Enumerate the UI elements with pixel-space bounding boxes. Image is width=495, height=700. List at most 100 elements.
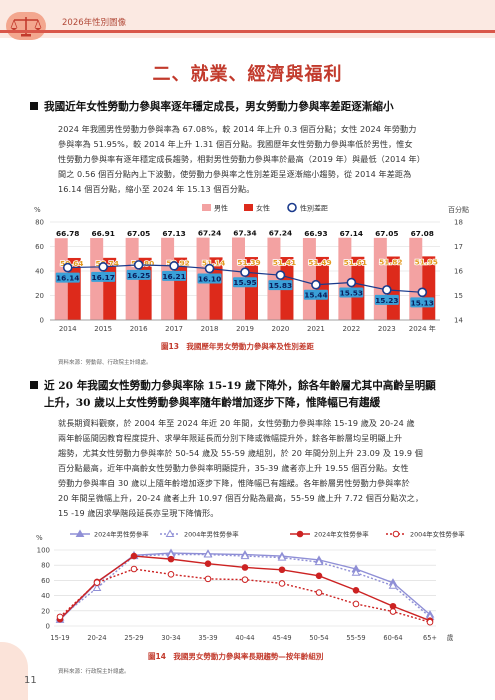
- bar-male: [302, 238, 316, 320]
- y-tick-label: 60: [35, 243, 44, 251]
- gap-label-bg: [268, 280, 293, 291]
- page-number: 11: [24, 675, 37, 686]
- y-tick-label: 0: [40, 317, 44, 325]
- gap-marker: [62, 262, 73, 273]
- paragraph-line: 16.14 個百分點，縮小至 2024 年 15.13 個百分點。: [58, 184, 255, 194]
- paragraph-line: 兩年齡區間因教育程度提升、求學年限延長而分別下降或微幅提升外，餘各年齡層均呈明顯…: [58, 433, 403, 443]
- data-label-female: 51.95: [415, 257, 438, 266]
- square-bullet-icon: [30, 102, 38, 110]
- series-marker: [93, 579, 101, 586]
- paragraph-line: 15 -19 歲因求學階段延長亦呈現下降情形。: [58, 508, 219, 518]
- data-label-female: 50.92: [166, 259, 189, 268]
- data-label-male: 67.08: [411, 229, 434, 238]
- legend-label: 2004年女性勞參率: [410, 530, 465, 539]
- gap-label-bg: [126, 269, 151, 280]
- y2-tick-label: 16: [454, 268, 463, 276]
- gap-label-bg: [410, 297, 435, 308]
- data-label-gap: 16.21: [162, 272, 185, 281]
- data-label-gap: 15.23: [375, 296, 398, 305]
- y-tick-label: 80: [41, 562, 50, 570]
- x-tick-label: 2024 年: [409, 324, 436, 333]
- data-label-female: 51.39: [237, 258, 260, 267]
- series-marker: [278, 580, 286, 587]
- bar-male: [409, 237, 423, 320]
- data-label-female: 51.61: [344, 258, 367, 267]
- y-tick-label: 20: [41, 607, 50, 615]
- x-tick-label: 20-24: [87, 634, 106, 642]
- legend-marker: [392, 530, 400, 538]
- data-label-male: 67.13: [162, 229, 185, 238]
- series-marker: [167, 571, 175, 578]
- gap-marker: [240, 267, 250, 278]
- series-marker: [315, 572, 323, 580]
- x-tick-label: 2014: [59, 325, 77, 333]
- y2-axis-label: 百分點: [448, 205, 469, 214]
- x-tick-label: 25-29: [124, 634, 143, 642]
- series-marker: [241, 576, 249, 583]
- series-marker: [130, 552, 138, 560]
- data-label-male: 67.24: [269, 229, 292, 238]
- data-label-female: 51.82: [379, 258, 402, 267]
- heading-2: 近 20 年我國女性勞動力參與率除 15-19 歲下降外，餘各年齡層尤其中高齡呈…: [30, 378, 436, 412]
- data-label-gap: 16.25: [127, 271, 150, 280]
- legend-label: 女性: [256, 204, 270, 213]
- x-axis-suffix: 歲: [447, 633, 454, 642]
- y-axis-label: %: [34, 206, 41, 214]
- series-marker: [203, 550, 213, 558]
- paragraph-1: 2024 年我國男性勞動力參與率為 67.08%，較 2014 年上升 0.3 …: [58, 122, 478, 197]
- y-tick-label: 20: [35, 292, 44, 300]
- y-tick-label: 40: [41, 592, 50, 600]
- gap-marker: [382, 285, 392, 295]
- data-label-gap: 16.10: [198, 275, 221, 284]
- series-marker: [389, 602, 397, 610]
- y-tick-label: 40: [35, 268, 44, 276]
- y-tick-label: 60: [41, 577, 50, 585]
- x-tick-label: 2019: [236, 325, 254, 333]
- x-tick-label: 2023: [378, 325, 396, 333]
- gap-marker: [417, 287, 428, 298]
- data-label-male: 67.14: [340, 229, 363, 238]
- corner-decoration: [0, 642, 28, 700]
- legend-marker: [165, 529, 175, 537]
- series-marker: [130, 565, 138, 573]
- gap-label-bg: [55, 272, 80, 283]
- legend-swatch: [202, 204, 211, 211]
- y2-tick-label: 18: [454, 219, 463, 227]
- figure-14-caption: 圖14 我國男女勞動力參與率長期趨勢—按年齡組別: [148, 652, 324, 661]
- paragraph-line: 間之 0.56 個百分點內上下波動，使勞動力參與率之性別差距呈逐漸縮小趨勢，從 …: [58, 169, 412, 179]
- x-tick-label: 2021: [307, 325, 325, 333]
- legend-swatch: [287, 202, 297, 213]
- data-label-gap: 15.13: [411, 298, 434, 307]
- data-label-female: 51.14: [202, 258, 225, 267]
- bar-female: [209, 257, 223, 320]
- series-marker: [241, 564, 249, 571]
- gap-marker: [204, 263, 215, 274]
- x-tick-label: 2020: [272, 325, 290, 333]
- data-label-gap: 16.17: [91, 273, 114, 282]
- data-label-gap: 15.44: [304, 291, 327, 300]
- gap-label-bg: [339, 287, 364, 298]
- data-label-male: 66.93: [304, 229, 327, 238]
- section-title: 二、就業、經濟與福利: [152, 64, 343, 85]
- paragraph-line: 20 年間呈微幅上升，20-24 歲者上升 10.97 個百分點為最高，55-5…: [58, 493, 424, 503]
- data-label-female: 51.41: [273, 258, 296, 267]
- paragraph-line: 百分點最高，近年中高齡女性勞動力參與率明顯提升，35-39 歲者亦上升 19.5…: [58, 463, 409, 473]
- series-marker: [314, 557, 324, 566]
- paragraph-2: 就長期資料觀察，於 2004 年至 2024 年近 20 年間，女性勞動力參與率…: [58, 416, 478, 521]
- figure-13-caption: 圖13 我國歷年男女勞動力參與率及性別差距: [161, 342, 314, 351]
- x-tick-label: 50-54: [309, 634, 328, 642]
- series-marker: [92, 583, 102, 591]
- x-tick-label: 35-39: [198, 634, 217, 642]
- gap-label-bg: [374, 294, 399, 305]
- data-label-male: 67.34: [233, 229, 256, 238]
- gap-label-bg: [233, 277, 257, 288]
- data-label-male: 67.05: [375, 229, 398, 238]
- series-marker: [426, 618, 434, 626]
- chart-labor-participation-by-year: 0 20 40 60 80 14 15 16 17 18% 百分點 男性 女性 性別差距 66.78 50.6…: [34, 202, 469, 333]
- legend-label: 2024年女性勞參率: [314, 530, 369, 539]
- y-tick-label: 0: [46, 623, 50, 631]
- y2-tick-label: 14: [454, 317, 463, 325]
- gap-marker: [346, 277, 357, 288]
- data-label-female: 50.64: [60, 259, 83, 268]
- gap-marker: [98, 262, 108, 272]
